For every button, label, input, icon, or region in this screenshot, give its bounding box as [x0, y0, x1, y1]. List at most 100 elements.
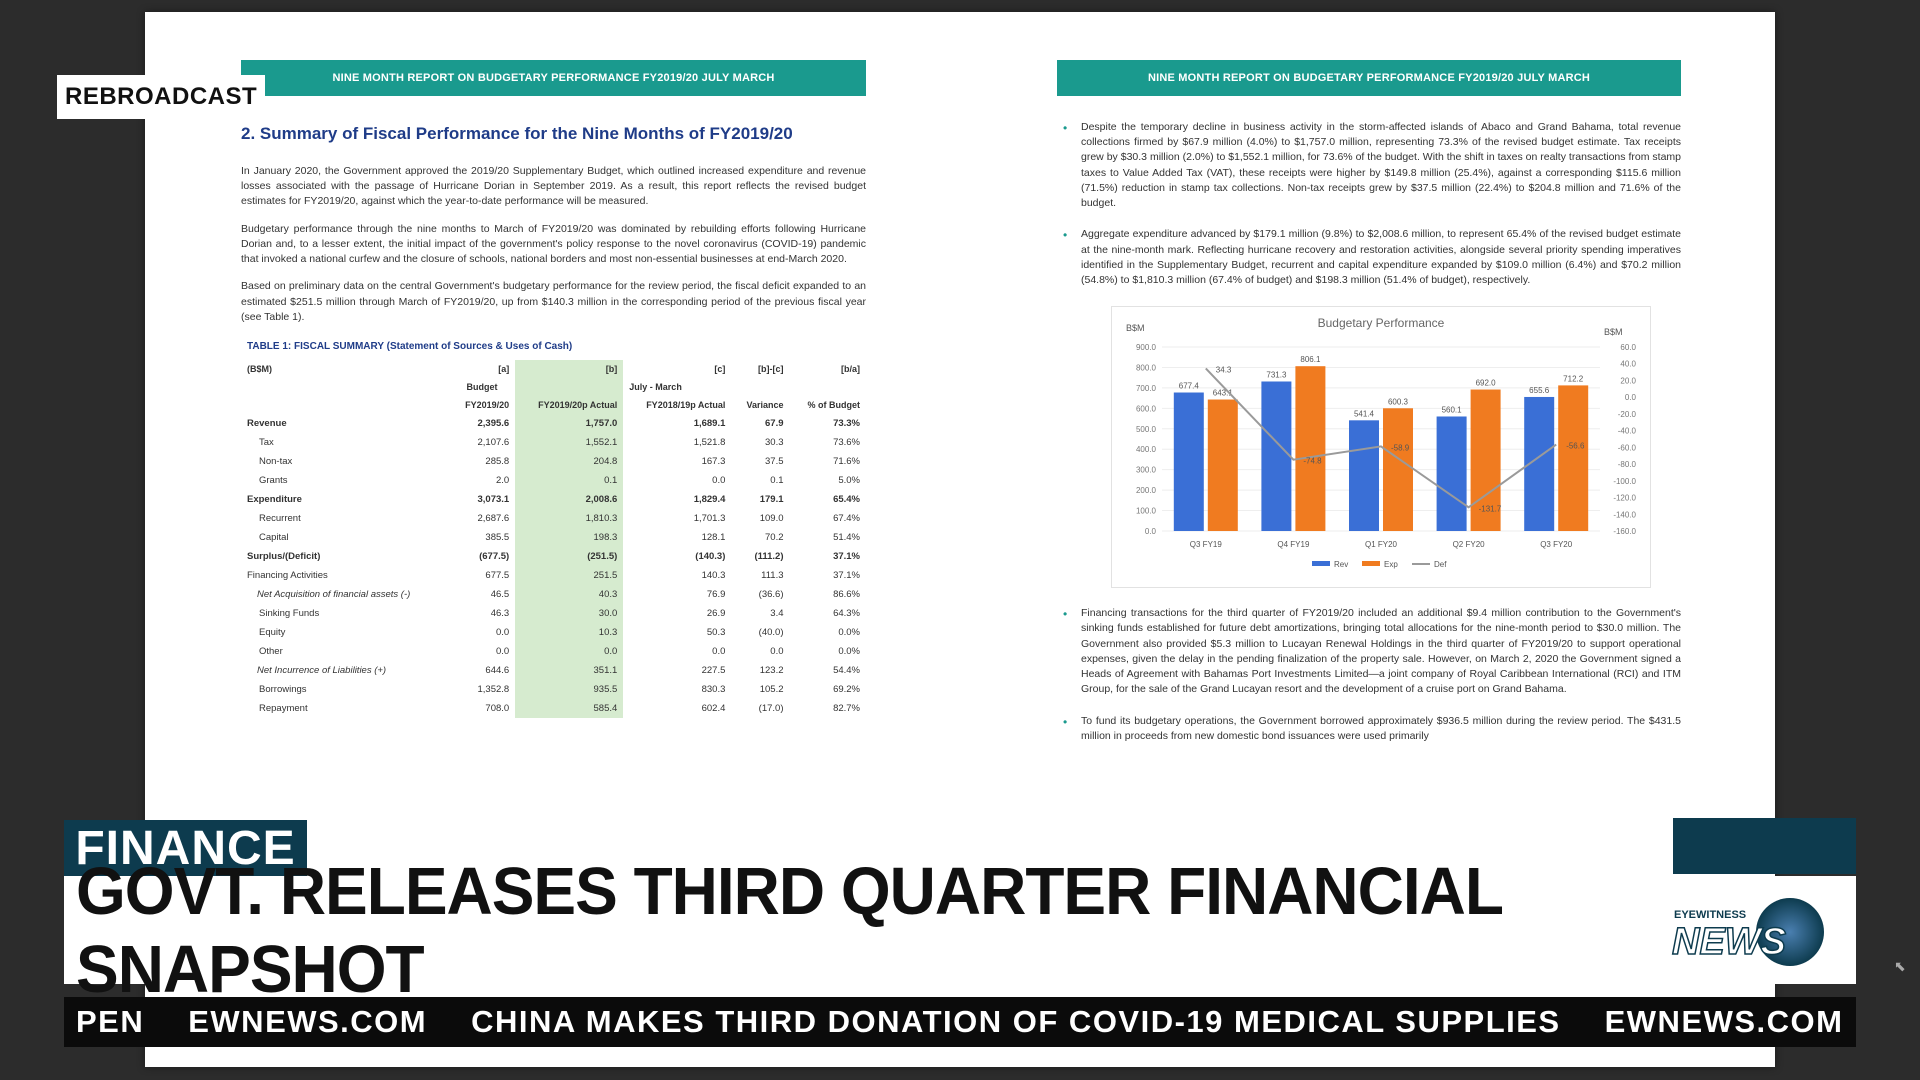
y-tick-left: 0.0 [1145, 527, 1157, 536]
legend-label: Rev [1334, 560, 1348, 569]
budgetary-performance-chart: Budgetary Performance B$M B$M 900.0 800.0 700… [1111, 306, 1651, 589]
table-cell: 585.4 [515, 698, 624, 718]
bar-rev [1436, 416, 1467, 532]
table-body: Revenue 2,395.6 1,757.0 1,689.1 67.9 73.3% Tax… [241, 413, 866, 718]
table-cell: 67.4% [833, 512, 860, 524]
table-cell: 54.4% [833, 664, 860, 676]
table-cell: 0.1 [515, 470, 624, 490]
table-cell: 1,521.8 [693, 436, 726, 448]
y-axis-left-label: B$M [1126, 323, 1145, 333]
data-label-def: -58.9 [1391, 444, 1410, 453]
news-ticker: PEN EWNEWS.COM CHINA MAKES THIRD DONATIO… [64, 997, 1856, 1047]
col-letter-a: [a] [498, 363, 510, 374]
y-tick-right: -60.0 [1618, 444, 1637, 453]
table-cell: 167.3 [701, 455, 726, 467]
table-cell: 2.0 [495, 474, 510, 486]
table-cell: 1,689.1 [693, 417, 726, 429]
table-row: Recurrent 2,687.6 1,810.3 1,701.3 109.0 67.4% [241, 508, 866, 528]
row-label: Capital [259, 531, 289, 543]
col-header: % of Budget [807, 399, 861, 410]
rebroadcast-badge: REBROADCAST [57, 75, 266, 119]
table-cell: 71.6% [833, 455, 860, 467]
category-tag: FINANCE [64, 820, 307, 876]
table-row: Repayment 708.0 585.4 602.4 (17.0) 82.7% [241, 698, 866, 718]
bar-exp [1295, 366, 1326, 532]
table-cell: 67.9 [765, 417, 784, 429]
bar-rev [1349, 420, 1379, 532]
table-cell: (40.0) [758, 626, 784, 638]
y-tick-right: 40.0 [1620, 360, 1636, 369]
logo-tab [1673, 818, 1856, 874]
y-tick-right: -140.0 [1613, 510, 1636, 519]
y-tick-right: -80.0 [1618, 460, 1637, 469]
table-title: TABLE 1: FISCAL SUMMARY (Statement of So… [247, 340, 573, 352]
y-tick-left: 800.0 [1136, 364, 1157, 373]
table-cell: (36.6) [758, 588, 784, 600]
legend-label: Def [1434, 560, 1447, 569]
table-cell: 935.5 [515, 679, 624, 699]
table-cell: 46.5 [490, 588, 510, 600]
y-tick-right: -120.0 [1613, 494, 1636, 503]
x-tick-label: Q4 FY19 [1277, 540, 1310, 549]
legend-swatch [1362, 561, 1380, 567]
mouse-cursor-icon: ⬉ [1894, 958, 1906, 974]
row-label: Other [259, 645, 283, 657]
table-cell: 285.8 [485, 455, 510, 467]
legend-swatch [1312, 561, 1330, 567]
table-cell: 1,757.0 [515, 413, 624, 433]
legend-label: Exp [1384, 560, 1398, 569]
logo-small-text: EYEWITNESS [1674, 909, 1746, 921]
bullet-borrowing: To fund its budgetary operations, the Go… [1057, 714, 1681, 744]
row-label: Surplus/(Deficit) [247, 550, 321, 562]
table-row: Other 0.0 0.0 0.0 0.0 0.0% [241, 641, 866, 661]
table-cell: 109.0 [759, 512, 784, 524]
row-label: Recurrent [259, 512, 301, 524]
table-row: Sinking Funds 46.3 30.0 26.9 3.4 64.3% [241, 603, 866, 623]
col-letter-c: [c] [714, 363, 726, 374]
table-cell: 0.0 [712, 645, 726, 657]
bar-rev [1261, 381, 1292, 532]
data-label-rev: 655.6 [1529, 386, 1550, 395]
section-title: 2. Summary of Fiscal Performance for the… [241, 124, 793, 143]
col-header: FY2019/20 [465, 399, 510, 410]
table-cell: (140.3) [695, 550, 726, 562]
group-july-march: July - March [629, 381, 682, 392]
row-label: Tax [259, 436, 274, 448]
data-label-exp: 600.3 [1388, 397, 1409, 406]
row-label: Net Acquisition of financial assets (-) [257, 588, 411, 600]
table-row: Expenditure 3,073.1 2,008.6 1,829.4 179.1 65.… [241, 489, 866, 509]
table-cell: 198.3 [515, 527, 624, 547]
data-label-rev: 677.4 [1179, 382, 1200, 391]
chart-svg: Budgetary Performance B$M B$M 900.0 800.0 700… [1126, 316, 1637, 569]
bar-exp [1470, 389, 1501, 532]
logo-big-text: NEWS [1672, 921, 1786, 963]
y-tick-right: 60.0 [1620, 343, 1636, 352]
y-tick-left: 700.0 [1136, 384, 1157, 393]
col-letter-ba: [b/a] [841, 363, 860, 374]
table-cell: (111.2) [754, 550, 784, 562]
data-label-exp: 712.2 [1563, 375, 1584, 384]
paragraph-1: In January 2020, the Government approved… [241, 165, 866, 208]
table-cell: 111.3 [761, 569, 784, 581]
table-cell: 73.6% [833, 436, 860, 448]
table-cell: 10.3 [515, 622, 624, 642]
row-label: Financing Activities [247, 569, 328, 581]
table-cell: 227.5 [701, 664, 726, 676]
table-cell: 644.6 [485, 664, 510, 676]
ticker-item: EWNEWS.COM [1604, 1004, 1844, 1039]
table-row: Tax 2,107.6 1,552.1 1,521.8 30.3 73.6% [241, 432, 866, 452]
col-letter-bc: [b]-[c] [758, 363, 784, 374]
row-label: Repayment [259, 702, 308, 714]
table-cell: 1,352.8 [477, 683, 510, 695]
table-cell: 3.4 [770, 607, 784, 619]
table-cell: 3,073.1 [477, 493, 510, 505]
row-label: Non-tax [259, 455, 293, 467]
table-cell: 37.1% [833, 569, 860, 581]
table-cell: 1,701.3 [693, 512, 726, 524]
table-row: Revenue 2,395.6 1,757.0 1,689.1 67.9 73.3% [241, 413, 866, 433]
data-label-rev: 541.4 [1354, 410, 1375, 419]
bar-exp [1207, 399, 1238, 532]
ticker-item: EWNEWS.COM [188, 1004, 428, 1039]
table-cell: 179.1 [759, 493, 784, 505]
